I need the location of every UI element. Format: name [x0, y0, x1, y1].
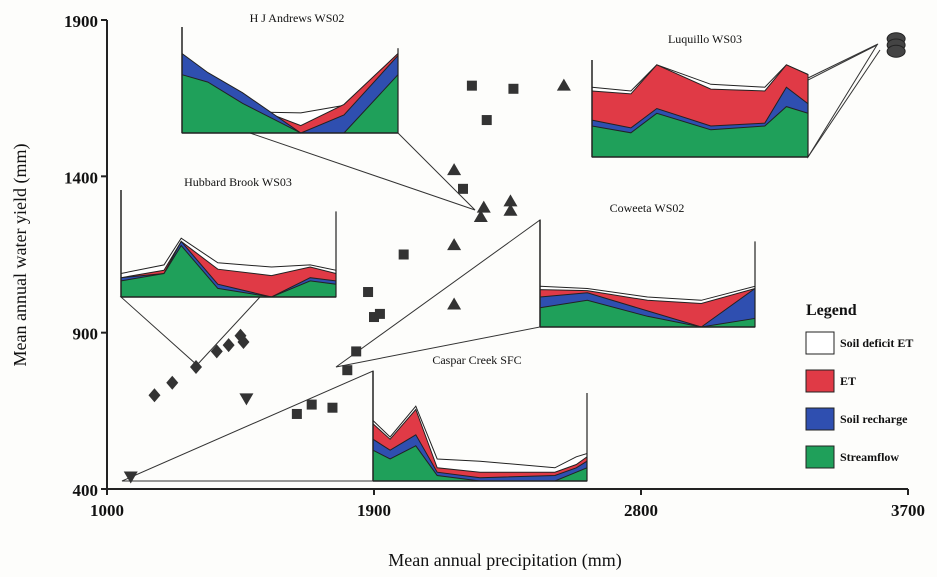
data-point-square — [466, 80, 477, 91]
legend-swatch — [805, 331, 835, 355]
data-point-diamond — [210, 344, 223, 359]
y-tick-label: 1900 — [64, 12, 98, 31]
data-point-square — [351, 346, 362, 357]
inset-panel: Coweeta WS02 — [539, 201, 756, 328]
x-tick-label: 1900 — [357, 501, 391, 520]
data-point-square — [458, 183, 468, 194]
data-point-triangle-up — [447, 163, 462, 176]
data-point-triangle-down — [239, 393, 254, 406]
data-point-square — [508, 83, 519, 94]
legend-label: Streamflow — [840, 450, 899, 464]
inset-connector — [121, 370, 374, 482]
legend-swatch — [805, 445, 835, 469]
data-point-triangle-up — [503, 194, 518, 207]
inset-connector — [807, 43, 879, 159]
data-point-diamond — [222, 338, 235, 353]
data-point-square — [342, 365, 353, 376]
y-tick-label: 1400 — [64, 168, 98, 187]
y-tick-label: 400 — [73, 481, 99, 500]
legend: Legend Soil deficit ET ET Soil recharge Stre… — [805, 302, 913, 469]
axes: 1000 1900 2800 3700 400 900 1400 1900 — [64, 12, 925, 520]
inset-title: Luquillo WS03 — [668, 32, 742, 46]
data-point-square — [306, 399, 317, 410]
inset-title: Hubbard Brook WS03 — [184, 175, 292, 189]
data-points — [123, 32, 906, 484]
data-point-square — [398, 249, 409, 260]
legend-title: Legend — [806, 302, 857, 319]
x-axis-title: Mean annual precipitation (mm) — [388, 550, 621, 571]
y-axis-title: Mean annual water yield (mm) — [10, 144, 31, 367]
inset-panel: Hubbard Brook WS03 — [120, 175, 337, 298]
x-tick-label: 2800 — [624, 501, 658, 520]
data-point-square — [369, 312, 379, 323]
data-point-diamond — [166, 375, 179, 390]
data-point-circle — [886, 44, 906, 58]
inset-connectors — [119, 43, 881, 482]
inset-title: H J Andrews WS02 — [250, 11, 345, 25]
legend-label: ET — [840, 374, 856, 388]
data-point-triangle-up — [447, 238, 462, 251]
data-point-triangle-up — [503, 203, 518, 216]
inset-title: Caspar Creek SFC — [432, 353, 521, 367]
inset-panel: Luquillo WS03 — [591, 32, 809, 158]
data-point-triangle-up — [476, 200, 491, 213]
inset-connector — [807, 43, 879, 79]
x-tick-label: 1000 — [90, 501, 124, 520]
legend-swatch — [805, 407, 835, 431]
x-tick-label: 3700 — [891, 501, 925, 520]
insets: H J Andrews WS02 Luquillo WS03 Hubbard Bro… — [120, 11, 809, 482]
data-point-diamond — [237, 335, 250, 350]
data-point-triangle-up — [447, 297, 462, 310]
data-point-square — [291, 408, 302, 419]
data-point-triangle-down — [123, 471, 138, 484]
inset-panel: H J Andrews WS02 — [181, 11, 399, 134]
data-point-triangle-up — [473, 209, 488, 222]
data-point-square — [327, 402, 338, 413]
data-point-square — [481, 115, 492, 126]
data-point-diamond — [148, 388, 161, 403]
data-point-square — [363, 287, 374, 298]
legend-label: Soil recharge — [840, 412, 908, 426]
legend-label: Soil deficit ET — [840, 336, 913, 350]
y-tick-label: 900 — [73, 325, 99, 344]
data-point-diamond — [190, 360, 202, 375]
inset-title: Coweeta WS02 — [610, 201, 685, 215]
legend-swatch — [805, 369, 835, 393]
inset-panel: Caspar Creek SFC — [372, 353, 588, 482]
inset-connector — [807, 49, 881, 158]
data-point-square — [374, 308, 385, 319]
data-point-triangle-up — [556, 78, 571, 91]
